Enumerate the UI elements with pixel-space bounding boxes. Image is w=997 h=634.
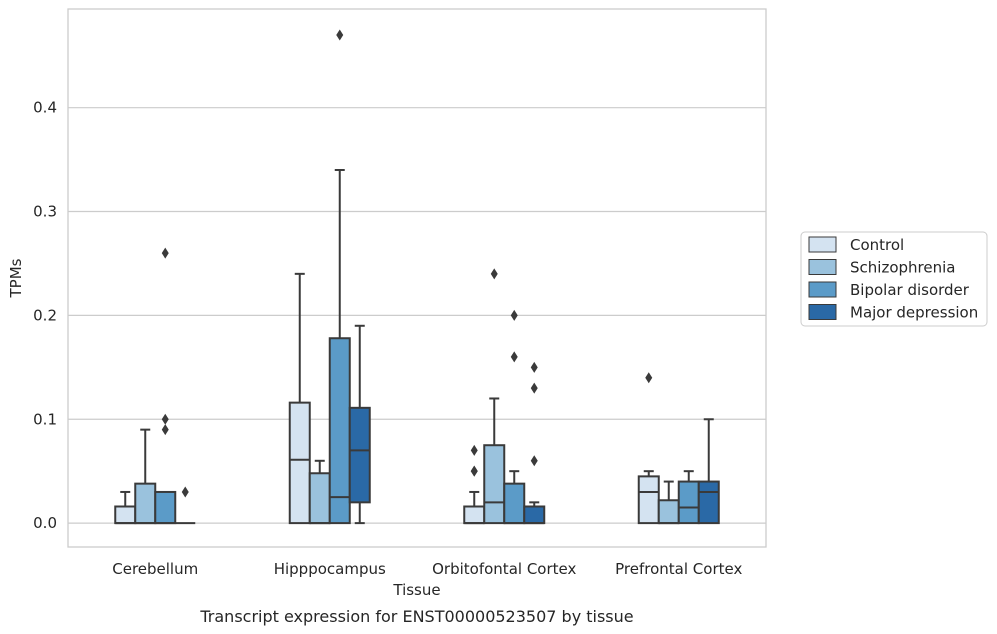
box-schizophrenia-3 xyxy=(657,480,680,525)
outlier-point xyxy=(181,486,189,498)
outlier-point xyxy=(510,351,518,363)
y-tick-label: 0.3 xyxy=(33,203,57,221)
x-tick-label: Cerebellum xyxy=(112,560,198,578)
outlier-point xyxy=(336,29,344,41)
x-tick-labels: Cerebellum Hipppocampus Orbitofontal Corte… xyxy=(112,560,742,578)
box-bipolar-disorder-3 xyxy=(677,470,700,525)
legend-label: Control xyxy=(850,236,904,254)
legend-swatch xyxy=(808,281,837,298)
x-tick-label: Orbitofontal Cortex xyxy=(432,560,576,578)
box-major-depression-1 xyxy=(348,324,371,525)
box-iqr xyxy=(657,499,680,525)
outlier-point xyxy=(161,247,169,259)
box-schizophrenia-0 xyxy=(134,428,157,525)
box-iqr xyxy=(697,480,720,525)
legend-label: Major depression xyxy=(850,304,978,322)
box-control-2 xyxy=(463,444,486,525)
box-iqr xyxy=(677,480,700,525)
box-iqr xyxy=(523,505,546,525)
box-major-depression-0 xyxy=(175,486,196,525)
gridlines xyxy=(68,107,766,524)
box-iqr xyxy=(637,475,660,525)
x-tick-label: Prefrontal Cortex xyxy=(615,560,742,578)
box-iqr xyxy=(308,472,331,525)
legend-swatch xyxy=(808,304,837,320)
chart-caption: Transcript expression for ENST0000052350… xyxy=(199,607,633,626)
box-iqr xyxy=(463,505,486,525)
legend: Control Schizophrenia Bipolar disorder Majo… xyxy=(800,231,988,327)
box-schizophrenia-1 xyxy=(308,459,331,525)
outlier-point xyxy=(161,424,169,436)
y-tick-label: 0.0 xyxy=(33,514,57,532)
box-iqr xyxy=(503,482,526,525)
box-control-1 xyxy=(288,272,311,525)
box-iqr xyxy=(134,482,157,525)
box-iqr xyxy=(328,337,351,525)
plot-frame xyxy=(67,8,767,548)
box-bipolar-disorder-1 xyxy=(328,29,351,525)
y-tick-label: 0.1 xyxy=(33,410,57,428)
x-tick-label: Hipppocampus xyxy=(274,560,386,578)
box-control-0 xyxy=(114,490,137,525)
y-axis-title: TPMs xyxy=(7,258,25,298)
outlier-point xyxy=(470,465,478,477)
outlier-point xyxy=(161,413,169,425)
box-iqr xyxy=(114,505,137,525)
box-major-depression-2 xyxy=(523,361,546,525)
plot-area xyxy=(114,29,720,525)
outlier-point xyxy=(530,382,538,394)
outlier-point xyxy=(470,444,478,456)
box-iqr xyxy=(288,401,311,525)
outlier-point xyxy=(530,361,538,373)
legend-frame xyxy=(800,231,988,327)
outlier-point xyxy=(530,455,538,467)
legend-label: Bipolar disorder xyxy=(850,281,970,299)
legend-swatch xyxy=(808,236,837,253)
x-axis-title: Tissue xyxy=(392,581,440,599)
legend-items: Control Schizophrenia Bipolar disorder Majo… xyxy=(808,236,978,322)
box-iqr xyxy=(154,490,177,525)
box-control-3 xyxy=(637,372,660,525)
y-tick-label: 0.2 xyxy=(33,306,57,324)
box-major-depression-3 xyxy=(697,418,720,525)
outlier-point xyxy=(510,309,518,321)
y-tick-labels: 0.0 0.1 0.2 0.3 0.4 xyxy=(33,99,57,532)
box-schizophrenia-2 xyxy=(483,268,506,525)
outlier-point xyxy=(490,268,498,280)
y-tick-label: 0.4 xyxy=(33,99,57,117)
legend-swatch xyxy=(808,259,837,275)
box-bipolar-disorder-0 xyxy=(154,247,177,525)
legend-label: Schizophrenia xyxy=(850,259,955,277)
box-iqr xyxy=(348,406,371,504)
box-iqr xyxy=(483,444,506,525)
outlier-point xyxy=(645,372,653,384)
box-bipolar-disorder-2 xyxy=(503,309,526,525)
